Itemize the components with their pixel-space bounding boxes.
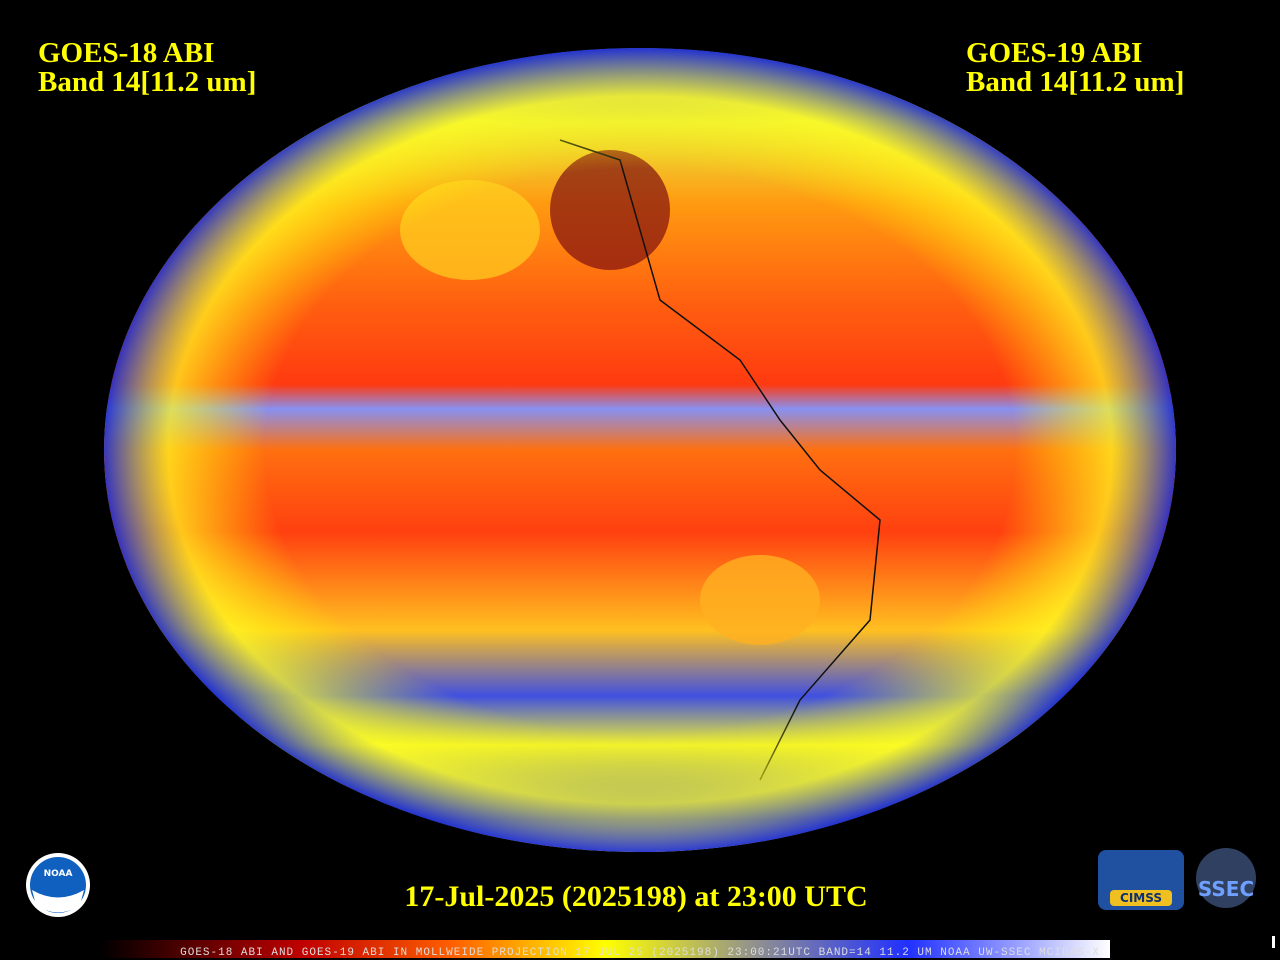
limb [104, 48, 1176, 852]
timestamp: 17-Jul-2025 (2025198) at 23:00 UTC [404, 880, 867, 913]
ssec-text: SSEC [1198, 877, 1254, 901]
marker [1272, 936, 1275, 948]
ssec-logo: SSEC [1196, 848, 1256, 908]
cimss-text: CIMSS [1120, 891, 1162, 905]
left-title: GOES-18 ABI [38, 37, 214, 69]
left-band: Band 14[11.2 um] [38, 66, 256, 98]
noaa-text: NOAA [44, 869, 73, 879]
right-band: Band 14[11.2 um] [966, 66, 1184, 98]
color-bar [100, 940, 1110, 958]
globe [104, 48, 1176, 852]
noaa-logo: NOAA [26, 853, 90, 917]
footer-info: GOES-18 ABI AND GOES-19 ABI IN MOLLWEIDE… [180, 947, 1100, 959]
right-title: GOES-19 ABI [966, 37, 1142, 69]
cimss-logo: CIMSS [1098, 850, 1184, 910]
